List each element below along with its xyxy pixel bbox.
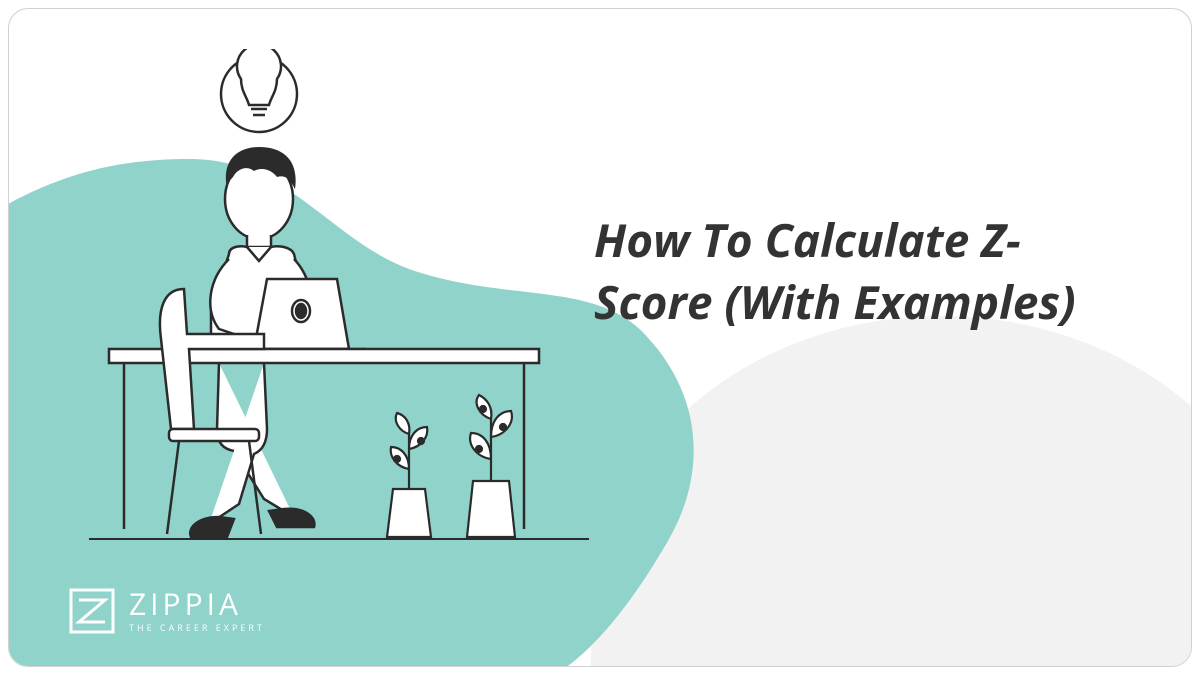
page-title: How To Calculate Z-Score (With Examples) <box>594 209 1131 333</box>
plant-1 <box>387 413 431 537</box>
zippia-logo-icon <box>69 588 115 634</box>
lightbulb-icon <box>221 49 297 132</box>
card-container: How To Calculate Z-Score (With Examples)… <box>8 8 1192 667</box>
brand-logo: ZIPPIA THE CAREER EXPERT <box>69 588 265 634</box>
person-at-desk-illustration <box>89 49 589 589</box>
head <box>225 147 296 249</box>
logo-tagline: THE CAREER EXPERT <box>129 621 265 634</box>
logo-name: ZIPPIA <box>129 589 265 619</box>
plant-2 <box>467 395 515 537</box>
legs <box>190 363 314 537</box>
